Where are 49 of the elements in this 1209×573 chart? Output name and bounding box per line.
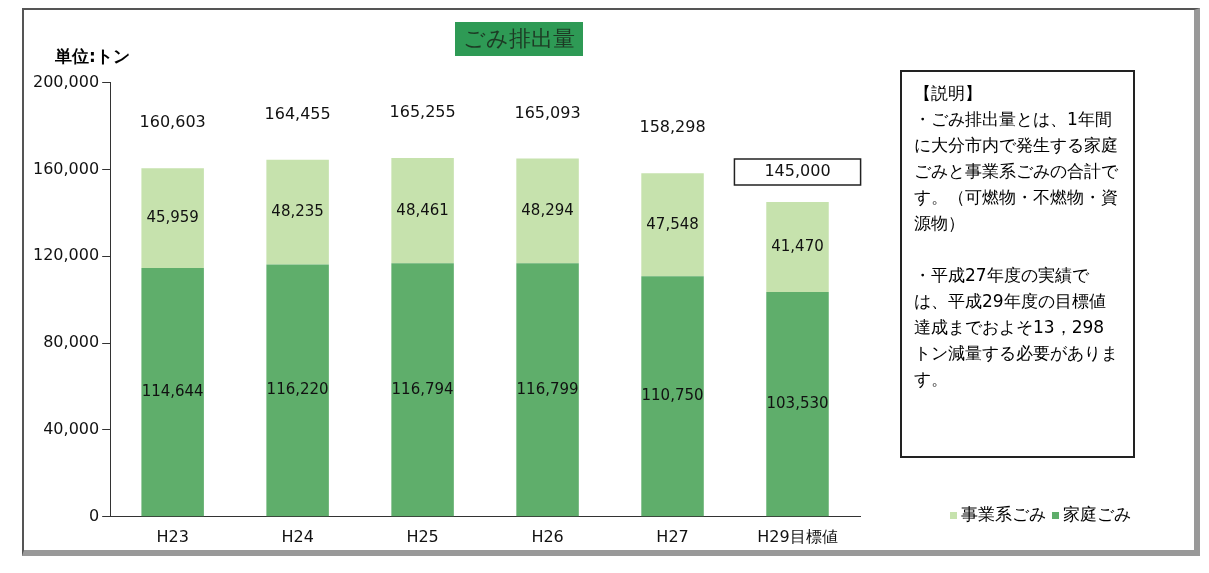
- total-label: 158,298: [639, 117, 706, 137]
- y-tick-label: 200,000: [32, 71, 100, 91]
- x-tick-label: H27: [656, 526, 689, 546]
- bar: [516, 263, 579, 517]
- total-label: 165,093: [514, 102, 581, 122]
- y-tick-label: 0: [88, 505, 100, 525]
- bar: [141, 168, 204, 268]
- y-tick-label: 80,000: [43, 332, 100, 352]
- data-label: 48,461: [396, 200, 449, 219]
- bar: [641, 276, 704, 517]
- y-tick-label: 40,000: [43, 419, 100, 439]
- data-label: 103,530: [766, 394, 829, 413]
- data-label: 116,799: [516, 379, 579, 398]
- bar: [391, 158, 454, 264]
- bar: [641, 173, 704, 277]
- legend-label: 家庭ごみ: [1062, 503, 1131, 526]
- text: ・平成27年度の実績では、平成29年度の目標値達成までおよそ13，298トン減量する必要があります。: [914, 264, 1119, 391]
- data-label: 41,470: [771, 236, 824, 255]
- data-label: 48,235: [271, 202, 324, 221]
- data-label: 116,794: [391, 379, 454, 398]
- data-label: 110,750: [641, 386, 704, 405]
- total-label: 165,255: [389, 102, 456, 122]
- x-tick-label: H25: [406, 526, 439, 546]
- data-label: 116,220: [266, 380, 329, 399]
- x-tick-label: H26: [531, 526, 564, 546]
- legend-label: 事業系ごみ: [960, 503, 1046, 526]
- x-tick-label: H23: [156, 526, 189, 546]
- text: ・ごみ排出量とは、1年間に大分市内で発生する家庭ごみと事業系ごみの合計です。（可燃物・不燃物・資源物）: [914, 108, 1119, 235]
- y-axis-title: 単位:トン: [55, 45, 130, 68]
- text: 【説明】: [914, 82, 983, 105]
- bar: [766, 292, 829, 517]
- data-label: 114,644: [141, 381, 204, 400]
- bar: [266, 264, 329, 517]
- total-label: 160,603: [139, 112, 206, 132]
- data-label: 48,294: [521, 200, 574, 219]
- x-tick-label: H24: [281, 526, 314, 546]
- y-tick-label: 120,000: [32, 245, 100, 265]
- data-label: 47,548: [646, 214, 699, 233]
- bar: [766, 202, 829, 293]
- total-label: 164,455: [264, 103, 331, 123]
- bar: [266, 159, 329, 265]
- y-tick-label: 160,000: [32, 158, 100, 178]
- bar: [391, 263, 454, 517]
- total-label: 145,000: [764, 161, 831, 181]
- x-tick-label: H29目標値: [757, 526, 838, 546]
- bar: [141, 267, 204, 517]
- data-label: 45,959: [146, 207, 199, 226]
- bar: [516, 158, 579, 264]
- chart-title: ごみ排出量: [455, 22, 583, 56]
